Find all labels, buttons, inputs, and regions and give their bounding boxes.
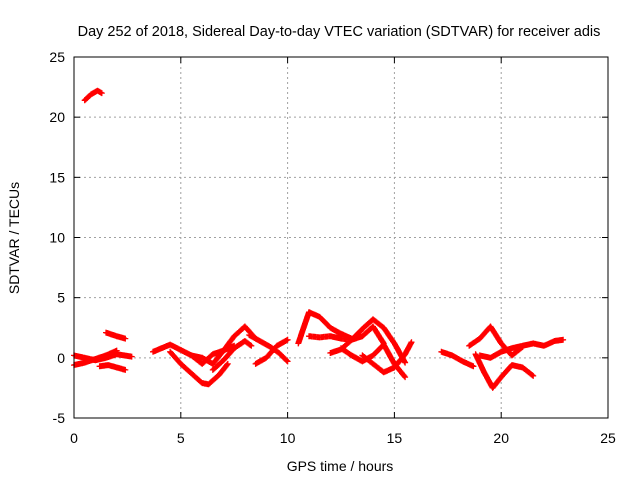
data-markers	[71, 87, 567, 391]
sat-trace-12	[295, 309, 355, 347]
x-axis-label: GPS time / hours	[287, 458, 394, 474]
plot-frame	[73, 56, 609, 419]
y-tick-label: -5	[53, 410, 66, 426]
y-axis-label: SDTVAR / TECUs	[6, 182, 22, 294]
sat-trace-09	[209, 338, 255, 373]
sat-trace-11	[246, 332, 291, 365]
sat-trace-08	[188, 323, 259, 367]
data-point-markers	[466, 323, 526, 359]
y-tick-label: 15	[49, 169, 65, 185]
data-point-markers	[472, 351, 537, 391]
data-point-markers	[103, 329, 129, 342]
x-tick-label: 15	[387, 430, 403, 446]
data-point-markers	[295, 309, 355, 347]
sat-trace-20	[476, 336, 567, 361]
data-point-markers	[476, 336, 567, 361]
data-point-markers	[359, 339, 415, 376]
y-tick-label: 10	[49, 230, 65, 246]
y-tick-label: 20	[49, 109, 65, 125]
data-point-markers	[209, 338, 255, 373]
sat-trace-04	[103, 329, 129, 342]
data-point-markers	[438, 348, 477, 370]
y-tick-label: 5	[57, 290, 65, 306]
x-tick-label: 0	[70, 430, 78, 446]
sat-trace-17	[438, 348, 477, 370]
sat-trace-05	[96, 362, 129, 373]
sat-trace-03	[81, 87, 105, 104]
chart-title: Day 252 of 2018, Sidereal Day-to-day VTE…	[78, 24, 601, 40]
x-tick-label: 20	[493, 430, 509, 446]
y-tick-label: 0	[57, 350, 65, 366]
sat-trace-19	[466, 323, 526, 359]
y-tick-label: 25	[49, 49, 65, 65]
x-tick-label: 10	[280, 430, 296, 446]
data-point-markers	[167, 348, 231, 388]
sat-trace-07	[167, 348, 231, 388]
sat-trace-16	[359, 339, 415, 376]
data-point-markers	[96, 362, 129, 373]
x-tick-label: 5	[177, 430, 185, 446]
data-point-markers	[188, 323, 259, 367]
grid-lines	[74, 57, 608, 418]
data-point-markers	[246, 332, 291, 365]
x-tick-label: 25	[600, 430, 616, 446]
sat-trace-18	[472, 351, 537, 391]
data-point-markers	[81, 87, 105, 104]
